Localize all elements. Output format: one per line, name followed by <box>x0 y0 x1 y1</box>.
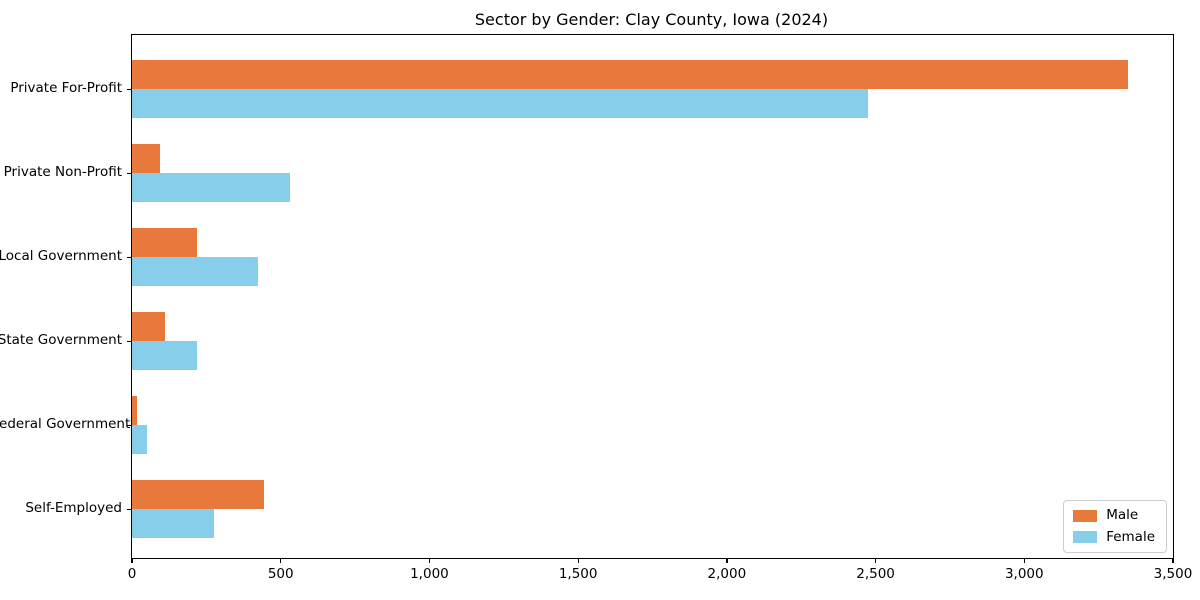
y-tick-mark <box>127 256 132 258</box>
bar-female-self-employed <box>132 509 214 538</box>
x-tick-label-2000: 2,000 <box>707 566 747 582</box>
y-tick-mark <box>127 508 132 510</box>
x-tick-label-2500: 2,500 <box>856 566 895 582</box>
bar-male-private-non-profit <box>132 144 161 173</box>
x-tick-label-3500: 3,500 <box>1153 566 1193 582</box>
legend-label-female: Female <box>1106 528 1155 545</box>
y-tick-mark <box>127 172 132 174</box>
x-tick-mark <box>1172 558 1174 563</box>
bar-male-federal-government <box>132 396 137 425</box>
bar-female-federal-government <box>132 425 147 454</box>
x-tick-label-1500: 1,500 <box>558 566 598 582</box>
male-swatch <box>1073 509 1098 522</box>
y-tick-mark <box>127 340 132 342</box>
y-tick-label-federal-government: Federal Government <box>0 416 131 432</box>
x-tick-mark <box>131 558 133 563</box>
x-tick-label-500: 500 <box>267 566 294 582</box>
y-tick-mark <box>127 424 132 426</box>
x-tick-label-1000: 1,000 <box>410 566 449 582</box>
bar-female-local-government <box>132 257 259 286</box>
legend-entry-male: Male <box>1073 507 1155 523</box>
legend: Male Female <box>1063 500 1167 553</box>
x-tick-mark <box>577 558 579 563</box>
bar-female-private-for-profit <box>132 89 869 118</box>
female-swatch <box>1073 531 1098 544</box>
x-tick-mark <box>280 558 282 563</box>
x-tick-mark <box>874 558 877 563</box>
x-tick-mark <box>428 558 431 563</box>
y-tick-label-private-for-profit: Private For-Profit <box>10 80 122 96</box>
bar-female-state-government <box>132 341 198 370</box>
x-tick-mark <box>726 558 728 563</box>
bar-male-private-for-profit <box>132 60 1129 89</box>
legend-entry-female: Female <box>1073 528 1155 545</box>
bar-male-local-government <box>132 228 198 257</box>
plot-area: Private For-Profit Private Non-Profit Loca… <box>0 34 1192 582</box>
x-tick-label-3000: 3,000 <box>1004 566 1044 582</box>
y-tick-mark <box>127 88 132 90</box>
bar-male-self-employed <box>132 480 265 509</box>
y-tick-label-self-employed: Self-Employed <box>25 500 122 516</box>
chart-title: Sector by Gender: Clay County, Iowa (202… <box>474 10 829 29</box>
bar-female-private-non-profit <box>132 173 290 202</box>
y-tick-label-state-government: State Government <box>0 332 122 348</box>
legend-label-male: Male <box>1106 507 1139 523</box>
bar-male-state-government <box>132 312 165 341</box>
y-tick-label-local-government: Local Government <box>0 248 122 264</box>
y-tick-label-private-non-profit: Private Non-Profit <box>3 164 122 180</box>
x-tick-mark <box>1023 558 1025 563</box>
x-tick-label-0: 0 <box>127 566 137 582</box>
